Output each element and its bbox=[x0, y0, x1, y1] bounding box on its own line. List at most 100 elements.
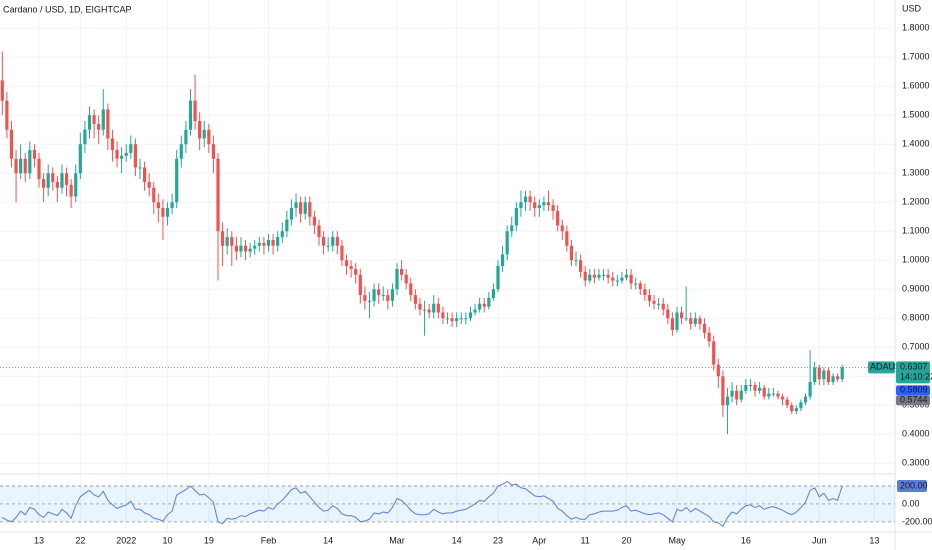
candle-body bbox=[611, 277, 615, 281]
candle-body bbox=[101, 109, 105, 130]
x-tick-label: 13 bbox=[34, 535, 44, 545]
candle-body bbox=[42, 179, 46, 188]
candle-body bbox=[725, 396, 730, 406]
candle-body bbox=[248, 248, 252, 252]
candle-body bbox=[615, 280, 619, 282]
candle-body bbox=[23, 158, 27, 174]
candle-body bbox=[519, 202, 523, 209]
candle-body bbox=[147, 181, 151, 188]
candle-body bbox=[542, 202, 546, 206]
candle-body bbox=[702, 324, 707, 333]
candle-body bbox=[496, 266, 500, 290]
candle-body bbox=[634, 283, 638, 285]
candle-body bbox=[253, 245, 257, 249]
candle-body bbox=[55, 181, 59, 188]
candle-body bbox=[74, 173, 78, 197]
candle-body bbox=[427, 309, 431, 313]
candle-body bbox=[468, 312, 473, 319]
candle-body bbox=[831, 376, 835, 383]
candle-body bbox=[776, 393, 780, 397]
candle-body bbox=[354, 268, 358, 275]
candle-body bbox=[198, 121, 202, 139]
candle-body bbox=[533, 202, 537, 209]
y-tick-label: 1.8000 bbox=[902, 23, 930, 33]
x-tick-label: 22 bbox=[75, 535, 85, 545]
x-tick-label: Feb bbox=[261, 535, 277, 545]
candle-body bbox=[601, 274, 606, 276]
candle-body bbox=[716, 364, 720, 377]
y-tick-label: 0.3000 bbox=[902, 458, 930, 468]
candle-body bbox=[344, 260, 349, 267]
ma-value-label: 0.5809 bbox=[900, 385, 928, 395]
candle-body bbox=[432, 303, 436, 313]
candle-body bbox=[606, 274, 610, 278]
candle-body bbox=[14, 158, 18, 174]
ma-value-box bbox=[896, 385, 930, 396]
candle-body bbox=[188, 100, 193, 130]
candle-body bbox=[308, 202, 312, 217]
oscillator-line bbox=[2, 480, 843, 528]
candle-body bbox=[693, 318, 697, 325]
y-tick-label: 0.7000 bbox=[902, 342, 930, 352]
candle-body bbox=[758, 387, 762, 391]
candle-body bbox=[546, 202, 551, 206]
candle-body bbox=[78, 144, 82, 174]
candle-body bbox=[597, 274, 601, 278]
x-tick-label: May bbox=[668, 535, 686, 545]
candle-body bbox=[69, 184, 73, 197]
candle-body bbox=[321, 237, 326, 246]
oscillator-tick-label: -200.00 bbox=[902, 516, 932, 526]
candle-body bbox=[207, 129, 211, 145]
candle-body bbox=[115, 150, 119, 159]
candle-body bbox=[813, 367, 817, 383]
candle-body bbox=[794, 408, 798, 412]
candle-body bbox=[87, 115, 92, 130]
candle-body bbox=[285, 219, 289, 232]
candle-body bbox=[92, 115, 96, 124]
candle-body bbox=[730, 390, 734, 397]
candle-body bbox=[19, 158, 23, 174]
candle-body bbox=[579, 260, 583, 272]
candle-body bbox=[436, 303, 440, 313]
candle-body bbox=[142, 167, 147, 182]
candle-body bbox=[473, 309, 477, 313]
candle-body bbox=[675, 312, 679, 330]
candle-body bbox=[441, 312, 445, 319]
candle-body bbox=[413, 295, 417, 304]
candle-body bbox=[289, 208, 294, 220]
candle-body bbox=[666, 309, 670, 319]
candle-body bbox=[395, 268, 399, 290]
candle-body bbox=[326, 245, 330, 247]
candle-body bbox=[624, 274, 629, 278]
candle-body bbox=[721, 376, 725, 406]
candle-body bbox=[739, 390, 743, 400]
candle-body bbox=[450, 318, 454, 322]
candle-body bbox=[46, 173, 50, 188]
candle-body bbox=[161, 208, 165, 217]
candle-body bbox=[202, 129, 206, 139]
candle-body bbox=[97, 123, 101, 130]
candle-body bbox=[482, 303, 486, 307]
candle-body bbox=[64, 173, 69, 185]
candle-body bbox=[464, 318, 468, 320]
candle-body bbox=[152, 187, 156, 203]
candle-body bbox=[780, 396, 785, 400]
candle-body bbox=[317, 225, 321, 238]
candle-body bbox=[735, 390, 739, 400]
candle-body bbox=[753, 384, 757, 391]
candle-body bbox=[707, 332, 711, 342]
candle-body bbox=[9, 129, 14, 159]
x-tick-label: Apr bbox=[532, 535, 546, 545]
candle-body bbox=[51, 173, 55, 182]
candle-body bbox=[560, 225, 564, 232]
y-tick-label: 1.4000 bbox=[902, 139, 930, 149]
candle-body bbox=[276, 237, 280, 246]
candle-body bbox=[445, 318, 450, 320]
candle-body bbox=[377, 289, 381, 296]
ma-value-label: 0.5744 bbox=[900, 395, 928, 405]
candle-body bbox=[799, 402, 803, 409]
candle-body bbox=[106, 109, 110, 139]
candle-body bbox=[661, 303, 665, 310]
candle-body bbox=[808, 382, 812, 397]
